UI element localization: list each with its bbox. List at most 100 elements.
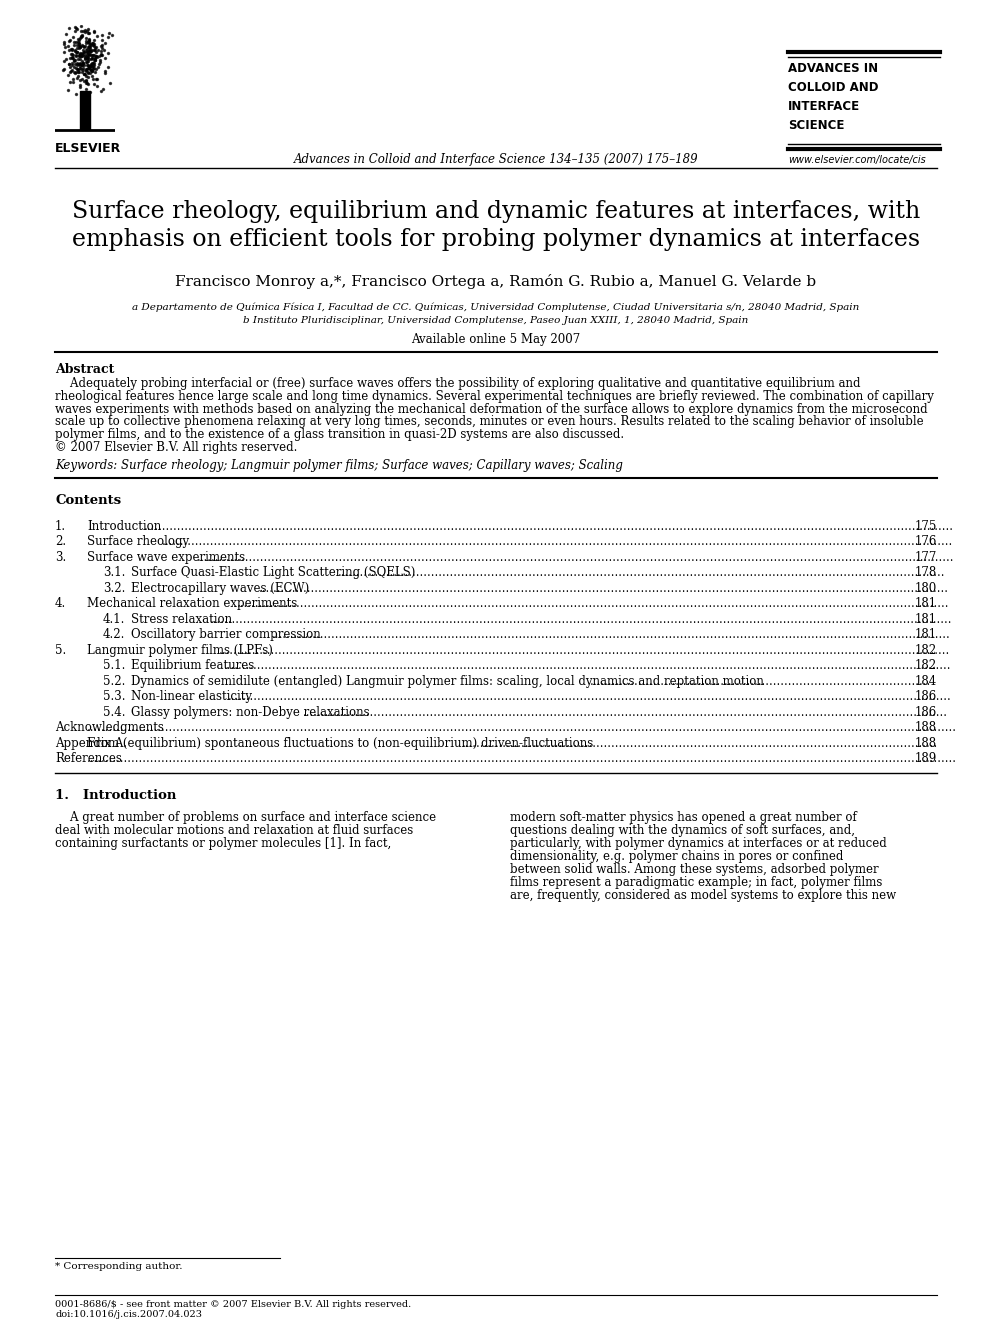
Text: containing surfactants or polymer molecules [1]. In fact,: containing surfactants or polymer molecu… xyxy=(55,837,391,849)
Point xyxy=(63,40,79,61)
Point xyxy=(76,64,92,85)
Point xyxy=(79,41,95,62)
Point xyxy=(79,32,95,53)
Point xyxy=(72,45,88,66)
Text: Surface Quasi-Elastic Light Scattering (SQELS): Surface Quasi-Elastic Light Scattering (… xyxy=(131,566,416,579)
Text: Available online 5 May 2007: Available online 5 May 2007 xyxy=(412,333,580,347)
Point xyxy=(66,34,82,56)
Point xyxy=(78,65,94,86)
Point xyxy=(85,58,101,79)
Point xyxy=(85,52,101,73)
Point xyxy=(67,62,83,83)
Text: 182: 182 xyxy=(915,644,937,656)
Text: 3.2.: 3.2. xyxy=(103,582,125,595)
Text: Langmuir polymer films (LPFs): Langmuir polymer films (LPFs) xyxy=(87,644,273,656)
Text: rheological features hence large scale and long time dynamics. Several experimen: rheological features hence large scale a… xyxy=(55,390,933,402)
Point xyxy=(86,36,102,57)
Point xyxy=(74,44,90,65)
Point xyxy=(76,21,92,42)
Point xyxy=(84,56,100,77)
Point xyxy=(75,64,91,85)
Point xyxy=(72,77,88,98)
Text: Appendix A.: Appendix A. xyxy=(55,737,127,750)
Point xyxy=(74,45,90,66)
Point xyxy=(65,48,81,69)
Point xyxy=(70,65,86,86)
Text: INTERFACE: INTERFACE xyxy=(788,101,860,112)
Text: ................................................................................: ........................................… xyxy=(272,628,950,642)
Point xyxy=(93,40,109,61)
Point xyxy=(69,58,85,79)
Text: 181: 181 xyxy=(915,628,937,642)
Point xyxy=(60,36,75,57)
Point xyxy=(89,57,105,78)
Point xyxy=(84,69,100,90)
Point xyxy=(82,54,98,75)
Point xyxy=(81,56,97,77)
Text: Glassy polymers: non-Debye relaxations: Glassy polymers: non-Debye relaxations xyxy=(131,705,370,718)
Text: ................................................................................: ........................................… xyxy=(162,536,953,548)
Point xyxy=(68,45,84,66)
Point xyxy=(81,34,97,56)
Point xyxy=(73,54,89,75)
Point xyxy=(70,37,86,58)
Point xyxy=(73,53,89,74)
Point xyxy=(70,58,86,79)
Point xyxy=(97,48,113,69)
Point xyxy=(56,50,71,71)
Point xyxy=(63,52,79,73)
Point xyxy=(86,58,102,79)
Point xyxy=(72,25,88,46)
Point xyxy=(94,44,110,65)
Text: References: References xyxy=(55,753,122,765)
Point xyxy=(68,32,84,53)
Point xyxy=(92,49,108,70)
Point xyxy=(69,34,85,56)
Point xyxy=(72,69,88,90)
Point xyxy=(83,48,99,69)
Point xyxy=(83,48,99,69)
Text: Stress relaxation: Stress relaxation xyxy=(131,613,232,626)
Point xyxy=(66,61,82,82)
Point xyxy=(81,49,97,70)
Point xyxy=(69,30,85,52)
Point xyxy=(77,70,93,91)
Text: Keywords: Surface rheology; Langmuir polymer films; Surface waves; Capillary wav: Keywords: Surface rheology; Langmuir pol… xyxy=(55,459,623,472)
Point xyxy=(74,36,90,57)
Point xyxy=(73,58,89,79)
Point xyxy=(87,37,103,58)
Point xyxy=(87,48,103,69)
Text: 188: 188 xyxy=(915,721,937,734)
Point xyxy=(68,37,84,58)
Point xyxy=(88,69,104,90)
Point xyxy=(62,56,78,77)
Point xyxy=(78,60,94,81)
Text: Adequately probing interfacial or (free) surface waves offers the possibility of: Adequately probing interfacial or (free)… xyxy=(55,377,860,390)
Point xyxy=(77,79,93,101)
Point xyxy=(91,52,107,73)
Text: SCIENCE: SCIENCE xyxy=(788,119,844,132)
Text: ................................................................................: ........................................… xyxy=(237,597,949,610)
Point xyxy=(69,61,85,82)
Point xyxy=(82,60,98,81)
Point xyxy=(80,62,96,83)
Point xyxy=(80,22,96,44)
Point xyxy=(100,42,116,64)
Text: 177: 177 xyxy=(915,550,937,564)
Text: emphasis on efficient tools for probing polymer dynamics at interfaces: emphasis on efficient tools for probing … xyxy=(72,228,920,251)
Text: Dynamics of semidilute (entangled) Langmuir polymer films: scaling, local dynami: Dynamics of semidilute (entangled) Langm… xyxy=(131,675,764,688)
Point xyxy=(67,40,83,61)
Point xyxy=(68,45,84,66)
Point xyxy=(64,54,80,75)
Text: polymer films, and to the existence of a glass transition in quasi-2D systems ar: polymer films, and to the existence of a… xyxy=(55,429,624,441)
Point xyxy=(73,45,89,66)
Point xyxy=(77,46,93,67)
Point xyxy=(57,32,72,53)
Text: Surface rheology, equilibrium and dynamic features at interfaces, with: Surface rheology, equilibrium and dynami… xyxy=(71,200,921,224)
Point xyxy=(79,44,95,65)
Text: 5.1.: 5.1. xyxy=(103,659,125,672)
Point xyxy=(67,50,83,71)
Point xyxy=(77,70,93,91)
Point xyxy=(72,36,88,57)
Point xyxy=(75,53,91,74)
